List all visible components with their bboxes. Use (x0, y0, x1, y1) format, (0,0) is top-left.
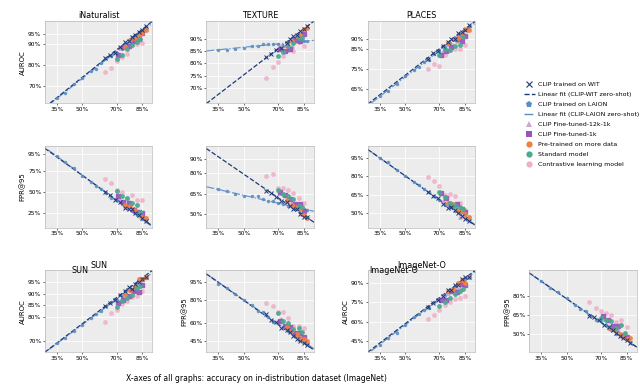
Title: PLACES: PLACES (406, 12, 436, 20)
Legend: CLIP trained on WIT, Linear fit (CLIP-WIT zero-shot), CLIP trained on LAION, Lin: CLIP trained on WIT, Linear fit (CLIP-WI… (524, 82, 639, 167)
Title: TEXTURE: TEXTURE (242, 12, 278, 20)
Y-axis label: AUROC: AUROC (20, 299, 26, 324)
Title: iNaturalist: iNaturalist (78, 12, 119, 20)
Title: SUN: SUN (90, 261, 107, 270)
Y-axis label: FPR@95: FPR@95 (504, 297, 510, 326)
Text: X-axes of all graphs: accuracy on in-distribution dataset (ImageNet): X-axes of all graphs: accuracy on in-dis… (125, 374, 387, 383)
Y-axis label: AUROC: AUROC (343, 299, 349, 324)
Y-axis label: AUROC: AUROC (20, 50, 26, 75)
Title: ImageNet-O: ImageNet-O (397, 261, 446, 270)
Text: ImageNet-O: ImageNet-O (369, 266, 418, 275)
Y-axis label: FPR@95: FPR@95 (19, 172, 26, 201)
Y-axis label: FPR@95: FPR@95 (181, 297, 188, 326)
Text: SUN: SUN (72, 266, 88, 275)
